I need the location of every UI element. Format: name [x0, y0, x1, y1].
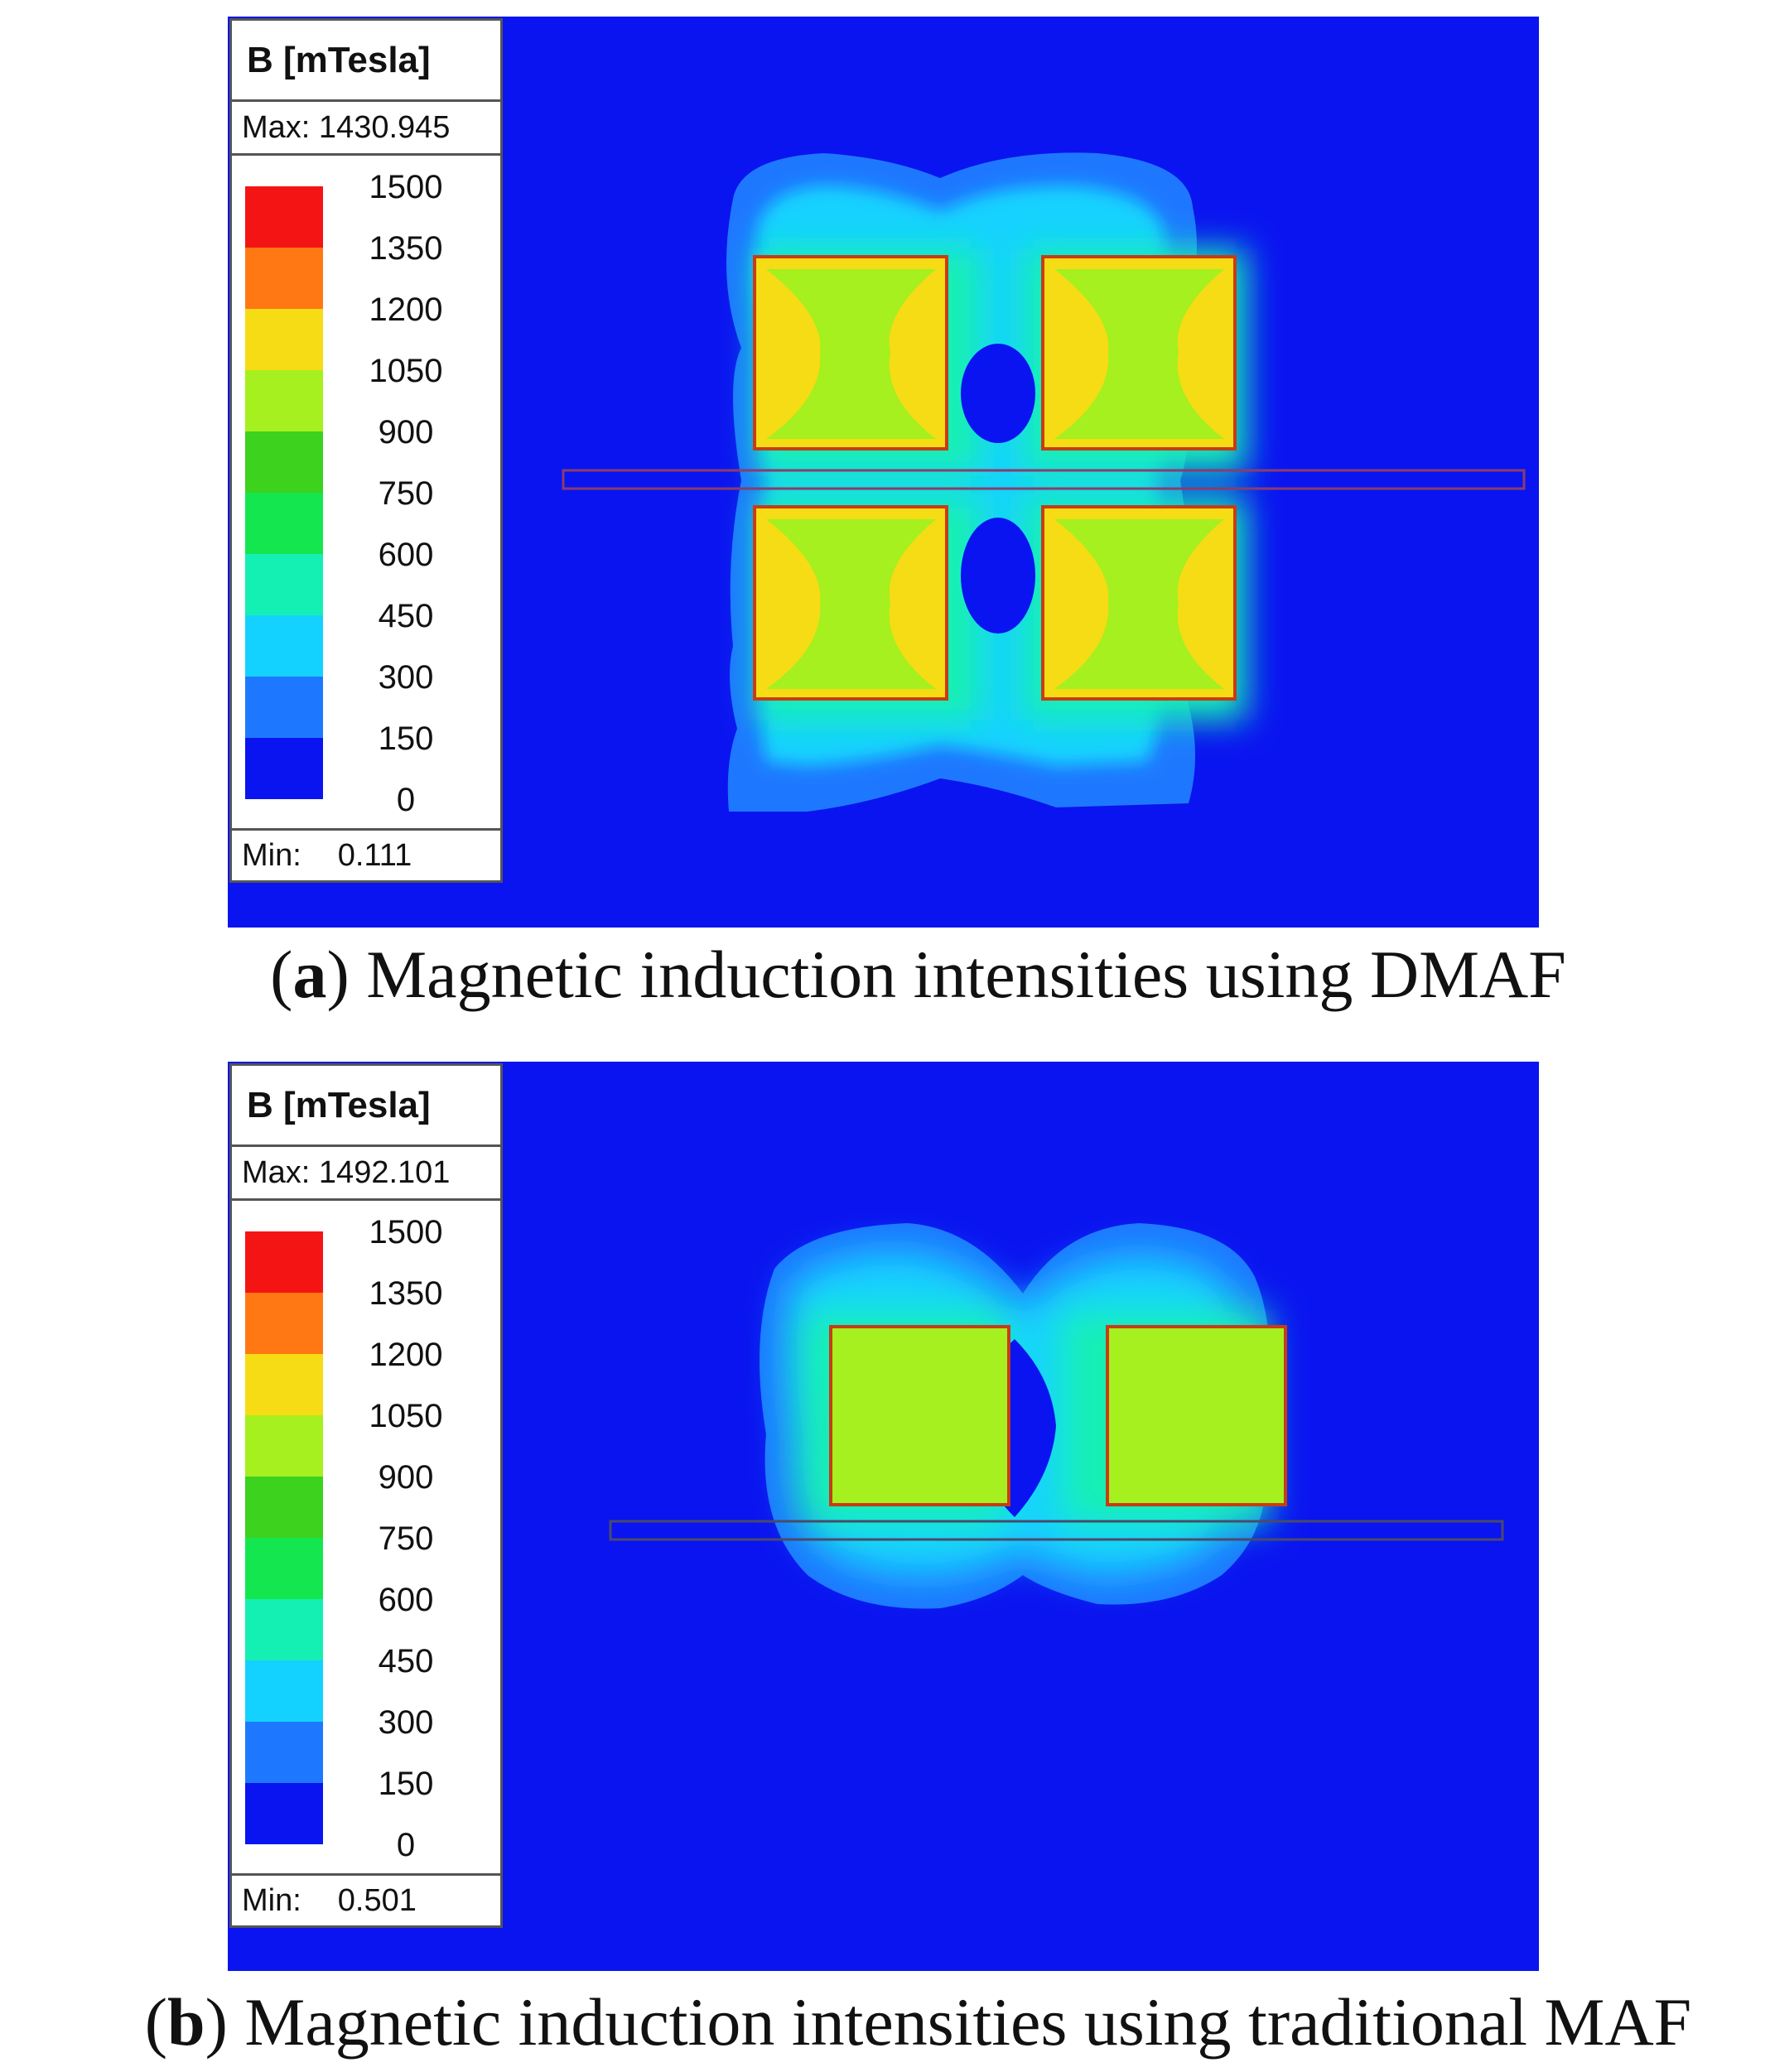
field-void-lower — [961, 518, 1035, 634]
legend-swatch — [245, 1477, 323, 1538]
legend-swatch — [245, 1783, 323, 1844]
legend-swatch — [245, 186, 323, 248]
legend-min: Min: 0.501 — [232, 1876, 500, 1925]
legend-swatch — [245, 1415, 323, 1477]
legend-tick: 300 — [378, 1704, 434, 1741]
field-plot-dmaf: B [mTesla] Max: 1430.945 1500 1350 1200 … — [228, 17, 1539, 928]
field-plot-traditional: B [mTesla] Max: 1492.101 1500 1350 1200 … — [228, 1062, 1539, 1971]
legend-swatch — [245, 248, 323, 309]
legend-max-value: 1492.101 — [318, 1155, 451, 1190]
legend-tick: 1200 — [369, 1337, 443, 1373]
caption-text: Magnetic induction intensities using tra… — [244, 1984, 1692, 2060]
legend-tick: 1350 — [369, 230, 443, 267]
legend-swatch — [245, 615, 323, 677]
legend-swatch — [245, 738, 323, 799]
magnet-block-bl — [753, 505, 948, 701]
legend-max-label: Max: — [242, 110, 311, 145]
legend-swatch — [245, 431, 323, 493]
legend-tick: 150 — [378, 720, 434, 757]
legend-tick: 750 — [378, 1520, 434, 1557]
legend-swatch — [245, 493, 323, 554]
legend-tick: 750 — [378, 475, 434, 512]
legend-min-value: 0.501 — [337, 1883, 417, 1918]
magnet-block-br — [1041, 505, 1237, 701]
legend-swatch — [245, 1599, 323, 1660]
legend-min-value: 0.111 — [337, 838, 412, 873]
caption-a: (a) Magnetic induction intensities using… — [270, 937, 1566, 1012]
legend-swatch — [245, 1231, 323, 1293]
caption-letter: b — [167, 1984, 205, 2060]
legend-swatch — [245, 554, 323, 615]
legend-max-label: Max: — [242, 1155, 311, 1190]
legend-tick: 600 — [378, 537, 434, 573]
legend-tick: 1050 — [369, 1398, 443, 1434]
legend-tick: 900 — [378, 1459, 434, 1496]
legend-swatch — [245, 370, 323, 431]
caption-letter: a — [292, 937, 327, 1012]
legend-max-value: 1430.945 — [318, 110, 451, 145]
legend-tick: 1500 — [369, 169, 443, 205]
workpiece-strip — [562, 469, 1526, 490]
legend-title: B [mTesla] — [232, 1066, 500, 1147]
legend-tick: 600 — [378, 1582, 434, 1618]
legend-tick: 450 — [378, 1643, 434, 1679]
legend-swatch — [245, 1354, 323, 1415]
legend-tick: 150 — [378, 1766, 434, 1802]
caption-text: Magnetic induction intensities using DMA… — [366, 937, 1566, 1012]
legend-min: Min: 0.111 — [232, 831, 500, 880]
legend-tick: 1500 — [369, 1214, 443, 1250]
legend-min-label: Min: — [242, 1883, 301, 1918]
color-legend: B [mTesla] Max: 1492.101 1500 1350 1200 … — [229, 1063, 503, 1928]
color-legend: B [mTesla] Max: 1430.945 1500 1350 1200 … — [229, 18, 503, 883]
legend-tick: 1200 — [369, 292, 443, 328]
legend-tick: 0 — [396, 782, 416, 818]
legend-tick: 300 — [378, 659, 434, 696]
legend-tick: 0 — [396, 1827, 416, 1863]
legend-swatch — [245, 1722, 323, 1783]
legend-max: Max: 1430.945 — [232, 102, 500, 156]
magnet-block-left — [829, 1325, 1010, 1506]
legend-tick: 1350 — [369, 1275, 443, 1312]
legend-swatch — [245, 1293, 323, 1354]
legend-tick: 450 — [378, 598, 434, 634]
legend-tick: 900 — [378, 414, 434, 451]
field-map-dmaf — [228, 17, 1539, 928]
legend-scale: 1500 1350 1200 1050 900 750 600 450 300 … — [232, 1201, 500, 1876]
caption-b: (b) Magnetic induction intensities using… — [144, 1984, 1692, 2060]
field-void-upper — [961, 344, 1035, 443]
legend-swatch — [245, 677, 323, 738]
legend-scale: 1500 1350 1200 1050 900 750 600 450 300 … — [232, 156, 500, 831]
legend-swatch — [245, 309, 323, 370]
magnet-block-tl — [753, 255, 948, 451]
legend-title: B [mTesla] — [232, 21, 500, 102]
workpiece-strip — [609, 1520, 1504, 1541]
magnet-block-tr — [1041, 255, 1237, 451]
legend-tick: 1050 — [369, 353, 443, 389]
legend-swatch — [245, 1660, 323, 1722]
legend-swatch — [245, 1538, 323, 1599]
legend-max: Max: 1492.101 — [232, 1147, 500, 1201]
legend-min-label: Min: — [242, 838, 301, 873]
magnet-block-right — [1106, 1325, 1287, 1506]
